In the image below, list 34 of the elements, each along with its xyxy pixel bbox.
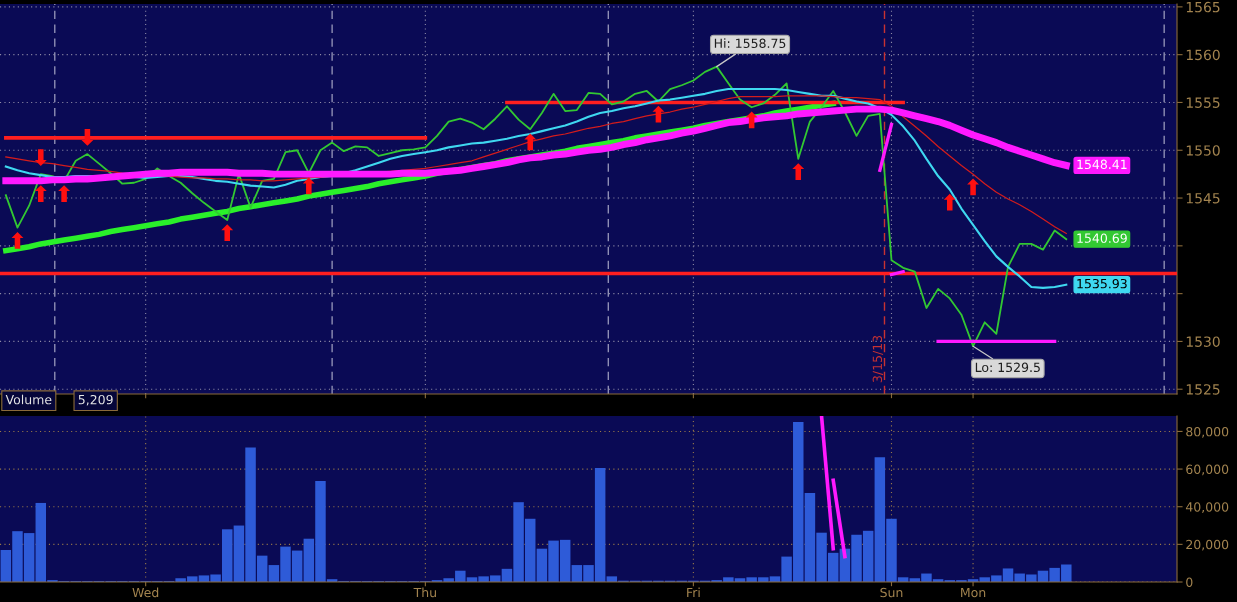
- data-label: 1548.41: [1077, 159, 1127, 170]
- data-label: ⬆: [58, 185, 71, 202]
- y-tick-label: 1525: [1186, 384, 1220, 395]
- x-tick-label: Sun: [880, 587, 903, 598]
- data-label: ⬆: [792, 163, 805, 180]
- data-label: ⬆: [221, 224, 234, 242]
- data-label: Hi: 1558.75: [714, 38, 786, 49]
- y-tick-label: 1560: [1186, 49, 1220, 61]
- x-tick-label: Fri: [687, 587, 700, 598]
- y-tick-label: 20,000: [1186, 539, 1229, 551]
- y-tick-label: 40,000: [1185, 502, 1229, 513]
- data-label: ⬇: [81, 129, 94, 146]
- chart-subtitle: 5,209: [78, 394, 113, 406]
- y-tick-label: 80,000: [1186, 426, 1229, 438]
- data-label: ⬆: [11, 231, 24, 249]
- y-tick-label: 1545: [1186, 193, 1220, 204]
- data-label: ⬆: [34, 185, 47, 202]
- data-label: Lo: 1529.5: [975, 362, 1040, 373]
- y-tick-label: 0: [1186, 577, 1193, 587]
- y-tick-label: 1550: [1186, 145, 1220, 156]
- y-tick-label: 1530: [1186, 336, 1220, 347]
- x-tick-label: Thu: [413, 587, 436, 598]
- chart-title: Volume: [5, 394, 52, 405]
- annotation: 3/15/13: [872, 335, 884, 383]
- y-tick-label: 1565: [1186, 1, 1220, 13]
- data-label: 1540.69: [1077, 233, 1127, 243]
- x-tick-label: Wed: [132, 587, 159, 598]
- data-label: ⬆: [943, 193, 956, 211]
- data-label: 1535.93: [1077, 278, 1127, 289]
- data-label: ⬆: [967, 178, 980, 196]
- data-label: ⬆: [302, 177, 315, 195]
- x-tick-label: Mon: [961, 587, 986, 598]
- y-tick-label: 1555: [1186, 97, 1220, 108]
- y-tick-label: 60,000: [1186, 464, 1229, 476]
